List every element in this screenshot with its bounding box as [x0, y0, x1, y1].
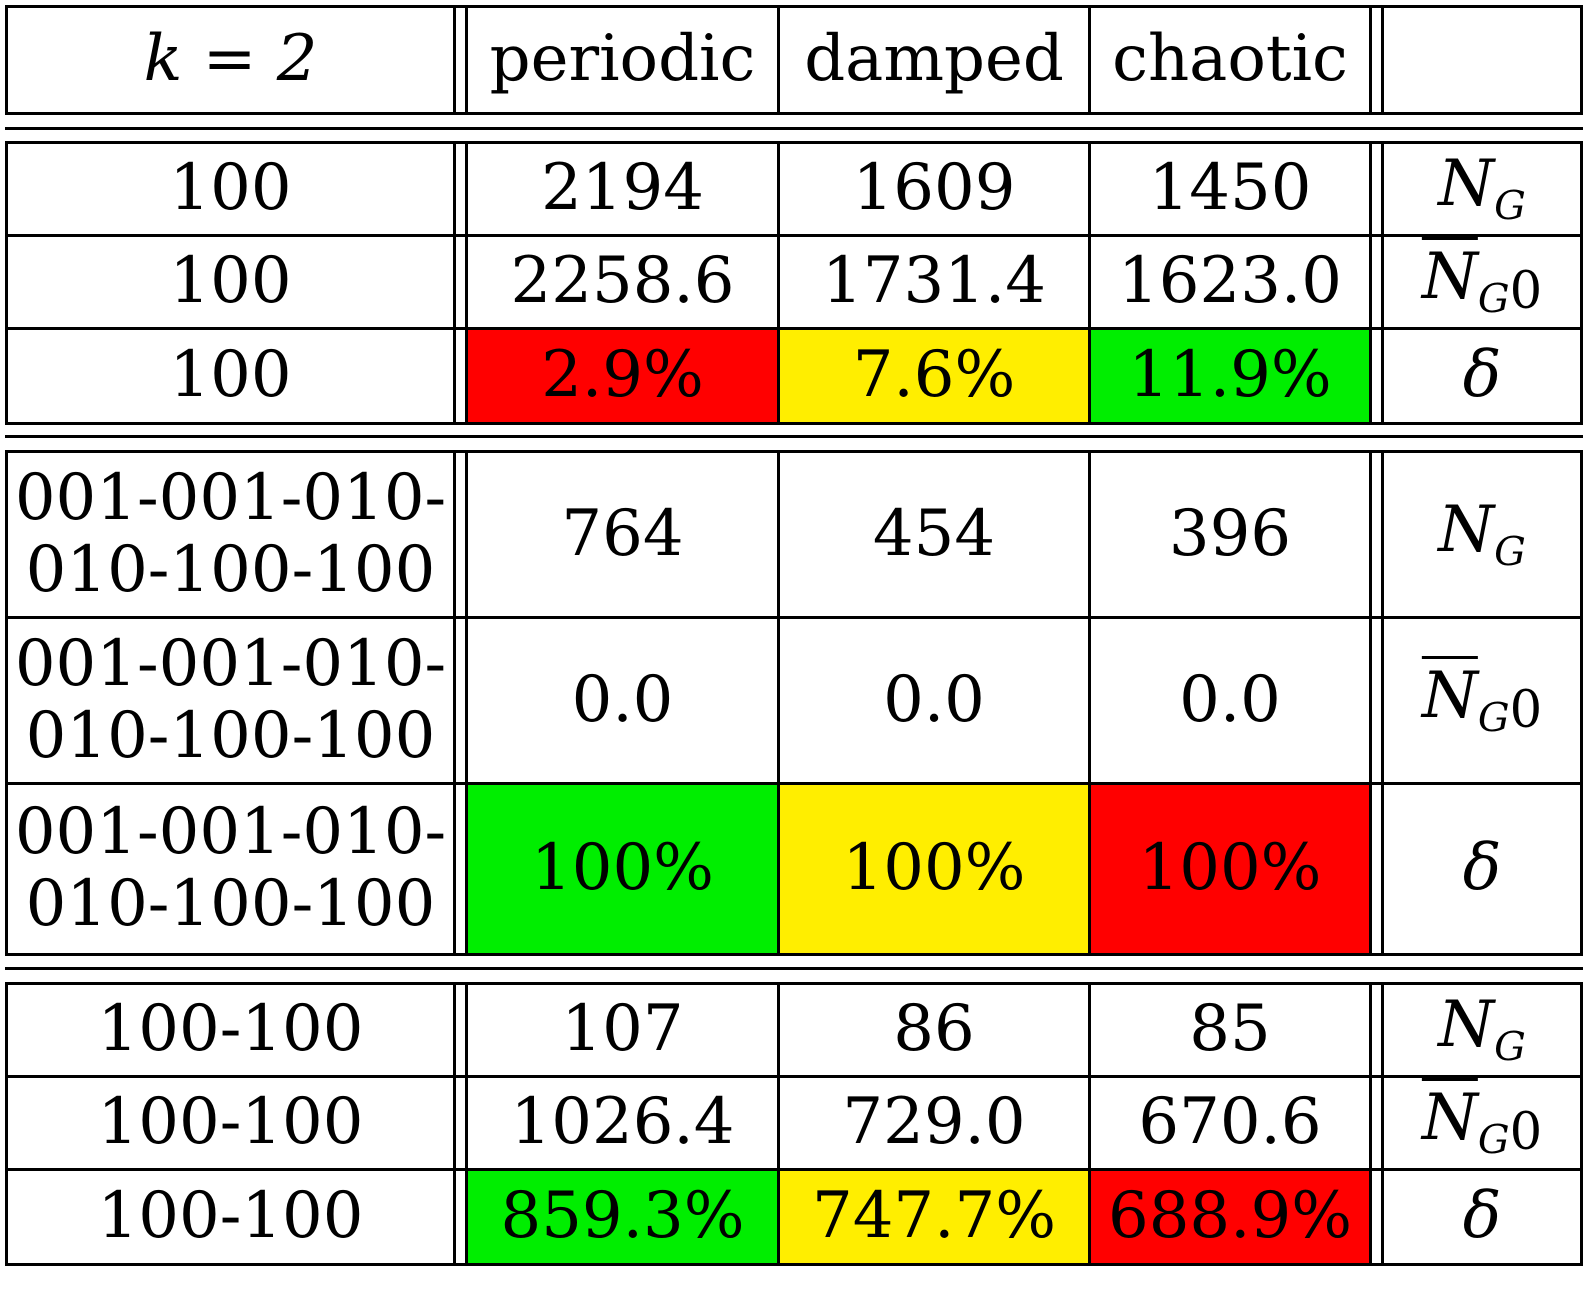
value-cell-damped: 0.0 — [780, 619, 1091, 782]
value-cell-periodic: 2258.6 — [468, 237, 780, 327]
group-separator-rule — [5, 127, 1583, 130]
value-cell-periodic: 764 — [468, 453, 780, 616]
header-quantity — [1384, 8, 1580, 112]
column-separator — [1372, 237, 1384, 327]
value-cell-periodic: 107 — [468, 985, 780, 1075]
row-label: 100 — [8, 237, 456, 327]
header-row: k = 2 periodic damped chaotic — [8, 8, 1580, 112]
header-block: k = 2 periodic damped chaotic — [5, 5, 1583, 115]
column-separator — [1372, 8, 1384, 112]
value-cell-chaotic: 396 — [1091, 453, 1372, 616]
column-separator — [456, 1078, 468, 1168]
column-separator — [456, 619, 468, 782]
table-row: 100 2.9% 7.6% 11.9% δ — [8, 330, 1580, 422]
row-label: 100-100 — [8, 1078, 456, 1168]
quantity-symbol: δ — [1462, 831, 1502, 906]
column-separator — [456, 785, 468, 953]
column-separator — [456, 1171, 468, 1263]
row-label: 100 — [8, 330, 456, 422]
value-cell-chaotic: 670.6 — [1091, 1078, 1372, 1168]
value-cell-chaotic: 688.9% — [1091, 1171, 1372, 1263]
table-row: 001-001-010- 010-100-100 764 454 396 NG — [8, 453, 1580, 619]
table-row: 001-001-010- 010-100-100 100% 100% 100% δ — [8, 785, 1580, 953]
value-cell-damped: 1731.4 — [780, 237, 1091, 327]
value-cell-chaotic: 1623.0 — [1091, 237, 1372, 327]
value-cell-chaotic: 1450 — [1091, 144, 1372, 234]
value-cell-chaotic: 100% — [1091, 785, 1372, 953]
quantity-symbol: NG0 — [1421, 1081, 1543, 1164]
header-chaotic: chaotic — [1091, 8, 1372, 112]
column-separator — [1372, 330, 1384, 422]
value-cell-chaotic: 85 — [1091, 985, 1372, 1075]
quantity-symbol: δ — [1462, 1179, 1502, 1254]
column-separator — [456, 144, 468, 234]
group-block: 100 2194 1609 1450 NG 100 2258.6 1731.4 1623.0 NG… — [5, 141, 1583, 425]
value-cell-damped: 86 — [780, 985, 1091, 1075]
group-block: 001-001-010- 010-100-100 764 454 396 NG 001-0… — [5, 450, 1583, 956]
row-label: 001-001-010- 010-100-100 — [8, 453, 456, 616]
value-cell-chaotic: 0.0 — [1091, 619, 1372, 782]
table-row: 100 2258.6 1731.4 1623.0 NG0 — [8, 237, 1580, 330]
header-k-label: k = 2 — [8, 8, 456, 112]
column-separator — [1372, 1171, 1384, 1263]
value-cell-damped: 729.0 — [780, 1078, 1091, 1168]
quantity-symbol: NG — [1438, 492, 1526, 575]
group-separator-rule — [5, 967, 1583, 970]
value-cell-chaotic: 11.9% — [1091, 330, 1372, 422]
table-row: 100 2194 1609 1450 NG — [8, 144, 1580, 237]
table-row: 100-100 107 86 85 NG — [8, 985, 1580, 1078]
quantity-symbol: δ — [1462, 338, 1502, 413]
column-separator — [1372, 985, 1384, 1075]
column-separator — [1372, 144, 1384, 234]
row-label: 100-100 — [8, 1171, 456, 1263]
table-row: 100-100 1026.4 729.0 670.6 NG0 — [8, 1078, 1580, 1171]
group-block: 100-100 107 86 85 NG 100-100 1026.4 729.0 670.6 N… — [5, 982, 1583, 1266]
row-label: 100 — [8, 144, 456, 234]
row-label: 001-001-010- 010-100-100 — [8, 619, 456, 782]
quantity-symbol: NG — [1438, 988, 1526, 1071]
value-cell-periodic: 2194 — [468, 144, 780, 234]
value-cell-periodic: 2.9% — [468, 330, 780, 422]
column-separator — [456, 453, 468, 616]
value-cell-damped: 454 — [780, 453, 1091, 616]
group-separator-rule — [5, 435, 1583, 438]
column-separator — [456, 237, 468, 327]
column-separator — [1372, 1078, 1384, 1168]
quantity-symbol: NG0 — [1421, 240, 1543, 323]
header-periodic: periodic — [468, 8, 780, 112]
column-separator — [456, 8, 468, 112]
header-damped: damped — [780, 8, 1091, 112]
row-label: 001-001-010- 010-100-100 — [8, 785, 456, 953]
row-label: 100-100 — [8, 985, 456, 1075]
table-row: 001-001-010- 010-100-100 0.0 0.0 0.0 NG0 — [8, 619, 1580, 785]
column-separator — [456, 985, 468, 1075]
value-cell-periodic: 100% — [468, 785, 780, 953]
column-separator — [1372, 619, 1384, 782]
column-separator — [456, 330, 468, 422]
column-separator — [1372, 453, 1384, 616]
table-row: 100-100 859.3% 747.7% 688.9% δ — [8, 1171, 1580, 1263]
value-cell-periodic: 859.3% — [468, 1171, 780, 1263]
quantity-symbol: NG — [1438, 147, 1526, 230]
value-cell-periodic: 1026.4 — [468, 1078, 780, 1168]
value-cell-damped: 747.7% — [780, 1171, 1091, 1263]
value-cell-periodic: 0.0 — [468, 619, 780, 782]
value-cell-damped: 7.6% — [780, 330, 1091, 422]
column-separator — [1372, 785, 1384, 953]
quantity-symbol: NG0 — [1421, 658, 1543, 741]
value-cell-damped: 100% — [780, 785, 1091, 953]
value-cell-damped: 1609 — [780, 144, 1091, 234]
